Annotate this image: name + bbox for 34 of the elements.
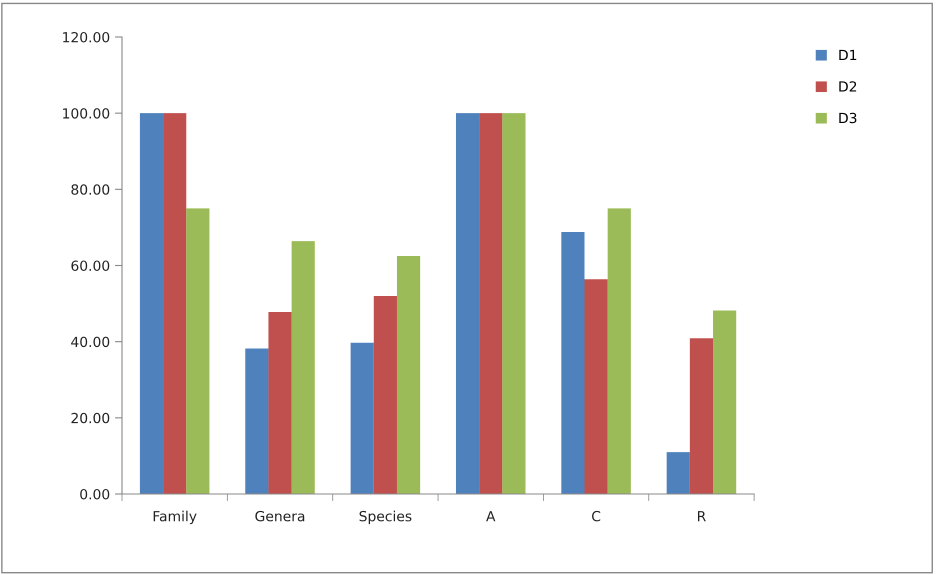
y-tick-label: 120.00 [63,32,110,42]
y-tick-label: 0.00 [80,488,110,500]
x-tick-label: Family [154,510,197,524]
bar [561,232,584,494]
x-tick-label: Genera [255,510,304,522]
bar [666,452,690,494]
bar [268,312,292,494]
legend-label: D1 [839,50,856,60]
y-tick-label: 60.00 [71,260,110,271]
y-tick-label: 80.00 [71,184,110,195]
bar [163,113,186,494]
x-tick-label: A [486,511,496,522]
x-tick-label: C [592,510,600,522]
bar [245,348,268,494]
legend-label: D3 [839,112,856,124]
bar [292,241,315,494]
bar [608,208,631,494]
y-tick-label: 20.00 [71,412,110,424]
bar [502,113,526,494]
bar [713,310,736,494]
bar [456,113,480,494]
bar [479,113,502,494]
legend-label: D2 [839,81,856,92]
x-tick-label: R [698,511,706,522]
bar [350,342,374,494]
bar [140,113,164,494]
y-tick-label: 100.00 [63,108,110,119]
bar [186,208,210,494]
bar [690,338,714,494]
bar [584,279,608,494]
bar [396,256,420,494]
x-tick-label: Species [360,510,412,524]
bar [374,296,397,494]
y-tick-label: 40.00 [71,336,110,348]
